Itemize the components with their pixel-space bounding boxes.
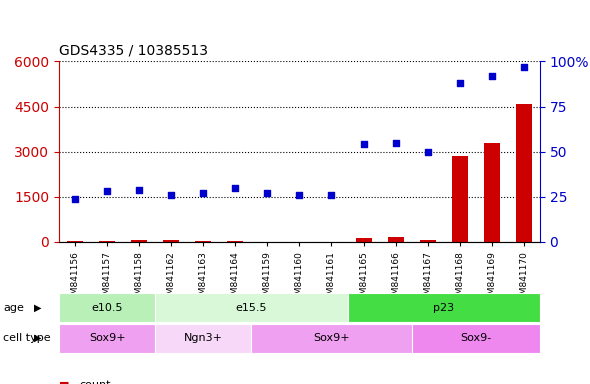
- Text: count: count: [80, 380, 111, 384]
- Bar: [452, 156, 468, 242]
- Bar: [59, 324, 155, 353]
- Text: Sox9+: Sox9+: [88, 333, 126, 343]
- Text: Sox9-: Sox9-: [460, 333, 491, 343]
- Text: Sox9+: Sox9+: [313, 333, 350, 343]
- Text: ■: ■: [59, 380, 70, 384]
- Text: GDS4335 / 10385513: GDS4335 / 10385513: [59, 43, 208, 58]
- Bar: [251, 324, 412, 353]
- Point: [198, 190, 208, 196]
- Bar: [195, 241, 211, 242]
- Text: ▶: ▶: [34, 333, 41, 343]
- Text: Ngn3+: Ngn3+: [183, 333, 223, 343]
- Point: [231, 185, 240, 191]
- Bar: [412, 324, 540, 353]
- Text: age: age: [3, 303, 24, 313]
- Text: p23: p23: [433, 303, 454, 313]
- Bar: [419, 240, 435, 242]
- Point: [135, 187, 144, 193]
- Point: [70, 195, 80, 202]
- Text: e10.5: e10.5: [91, 303, 123, 313]
- Bar: [227, 241, 243, 242]
- Text: ▶: ▶: [34, 303, 41, 313]
- Bar: [388, 237, 404, 242]
- Point: [263, 190, 272, 196]
- Point: [102, 188, 112, 194]
- Bar: [484, 143, 500, 242]
- Bar: [99, 241, 115, 242]
- Point: [455, 80, 464, 86]
- Bar: [163, 240, 179, 242]
- Bar: [155, 293, 348, 322]
- Point: [519, 64, 529, 70]
- Point: [423, 149, 432, 155]
- Bar: [131, 240, 147, 242]
- Text: e15.5: e15.5: [235, 303, 267, 313]
- Text: cell type: cell type: [3, 333, 51, 343]
- Point: [327, 192, 336, 198]
- Point: [166, 192, 176, 198]
- Bar: [155, 324, 251, 353]
- Bar: [348, 293, 540, 322]
- Point: [359, 141, 368, 147]
- Bar: [59, 293, 155, 322]
- Point: [391, 140, 400, 146]
- Bar: [516, 104, 532, 242]
- Bar: [356, 238, 372, 242]
- Point: [294, 192, 304, 198]
- Point: [487, 73, 496, 79]
